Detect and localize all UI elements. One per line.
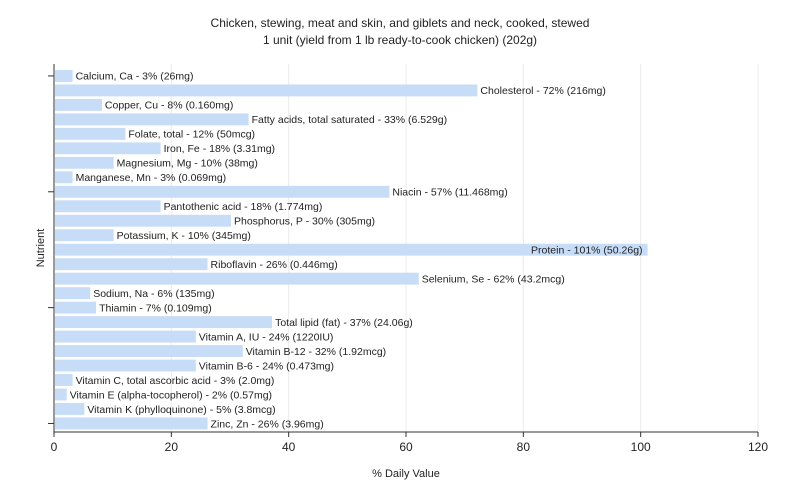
bar (55, 388, 67, 401)
bar-label: Iron, Fe - 18% (3.31mg) (164, 143, 275, 155)
bar-label: Vitamin B-12 - 32% (1.92mcg) (246, 346, 386, 358)
bar-label: Copper, Cu - 8% (0.160mg) (105, 100, 233, 112)
bar (55, 171, 73, 184)
bar-label: Sodium, Na - 6% (135mg) (93, 288, 214, 300)
bar-label: Phosphorus, P - 30% (305mg) (234, 216, 375, 228)
bar-label: Vitamin C, total ascorbic acid - 3% (2.0… (76, 375, 275, 387)
x-tick-label: 20 (165, 440, 179, 454)
bar-label: Selenium, Se - 62% (43.2mcg) (422, 273, 565, 285)
bar-label: Manganese, Mn - 3% (0.069mg) (76, 172, 227, 184)
bar-label: Vitamin B-6 - 24% (0.473mg) (199, 360, 334, 372)
bar (55, 301, 97, 314)
x-tick-label: 40 (282, 440, 296, 454)
bar (55, 243, 648, 256)
bar (55, 345, 243, 357)
x-axis-label: % Daily Value (372, 468, 440, 480)
bar-label: Vitamin A, IU - 24% (1220IU) (199, 331, 334, 343)
bar (55, 316, 273, 329)
x-tick-label: 80 (517, 440, 531, 454)
chart-subtitle: 1 unit (yield from 1 lb ready-to-cook ch… (263, 33, 537, 47)
bar (55, 272, 419, 285)
bar (55, 403, 85, 415)
bar (55, 185, 390, 198)
axes: 0 20 40 60 80 100 120 (48, 64, 768, 454)
bar (55, 98, 102, 111)
bar-label: Folate, total - 12% (50mcg) (128, 129, 255, 141)
chart-title: Chicken, stewing, meat and skin, and gib… (211, 16, 590, 30)
bar (55, 70, 73, 82)
bar (55, 200, 161, 213)
bar (55, 229, 114, 242)
bars: Calcium, Ca - 3% (26mg) Cholesterol - 72%… (55, 70, 648, 430)
bar (55, 359, 196, 372)
bar (55, 417, 208, 430)
bar (55, 214, 231, 227)
bar-label: Calcium, Ca - 3% (26mg) (76, 71, 194, 83)
bar-label: Pantothenic acid - 18% (1.774mg) (164, 201, 323, 213)
x-tick-label: 100 (631, 440, 651, 454)
x-tick-label: 60 (399, 440, 413, 454)
bar-label: Zinc, Zn - 26% (3.96mg) (211, 418, 324, 430)
x-tick-label: 0 (51, 440, 58, 454)
bar (55, 156, 114, 169)
bar (55, 287, 91, 300)
bar (55, 374, 73, 386)
bar (55, 113, 249, 126)
bar-label: Niacin - 57% (11.468mg) (392, 187, 507, 199)
bar (55, 127, 126, 140)
y-axis-label: Nutrient (35, 229, 47, 268)
bar-label: Vitamin K (phylloquinone) - 5% (3.8mcg) (87, 404, 275, 416)
bar-label: Thiamin - 7% (0.109mg) (99, 302, 212, 314)
bar-label: Total lipid (fat) - 37% (24.06g) (275, 317, 413, 329)
bar-label: Cholesterol - 72% (216mg) (480, 85, 605, 97)
bar (55, 142, 161, 155)
bar-label: Fatty acids, total saturated - 33% (6.52… (252, 114, 448, 126)
bar-label: Protein - 101% (50.26g) (531, 244, 642, 256)
bar-label: Riboflavin - 26% (0.446mg) (211, 259, 338, 271)
bar (55, 258, 208, 271)
bar-label: Vitamin E (alpha-tocopherol) - 2% (0.57m… (70, 389, 272, 401)
bar (55, 330, 196, 343)
bar-label: Magnesium, Mg - 10% (38mg) (117, 158, 258, 170)
bar-label: Potassium, K - 10% (345mg) (117, 230, 251, 242)
bar (55, 84, 478, 97)
x-tick-label: 120 (748, 440, 768, 454)
